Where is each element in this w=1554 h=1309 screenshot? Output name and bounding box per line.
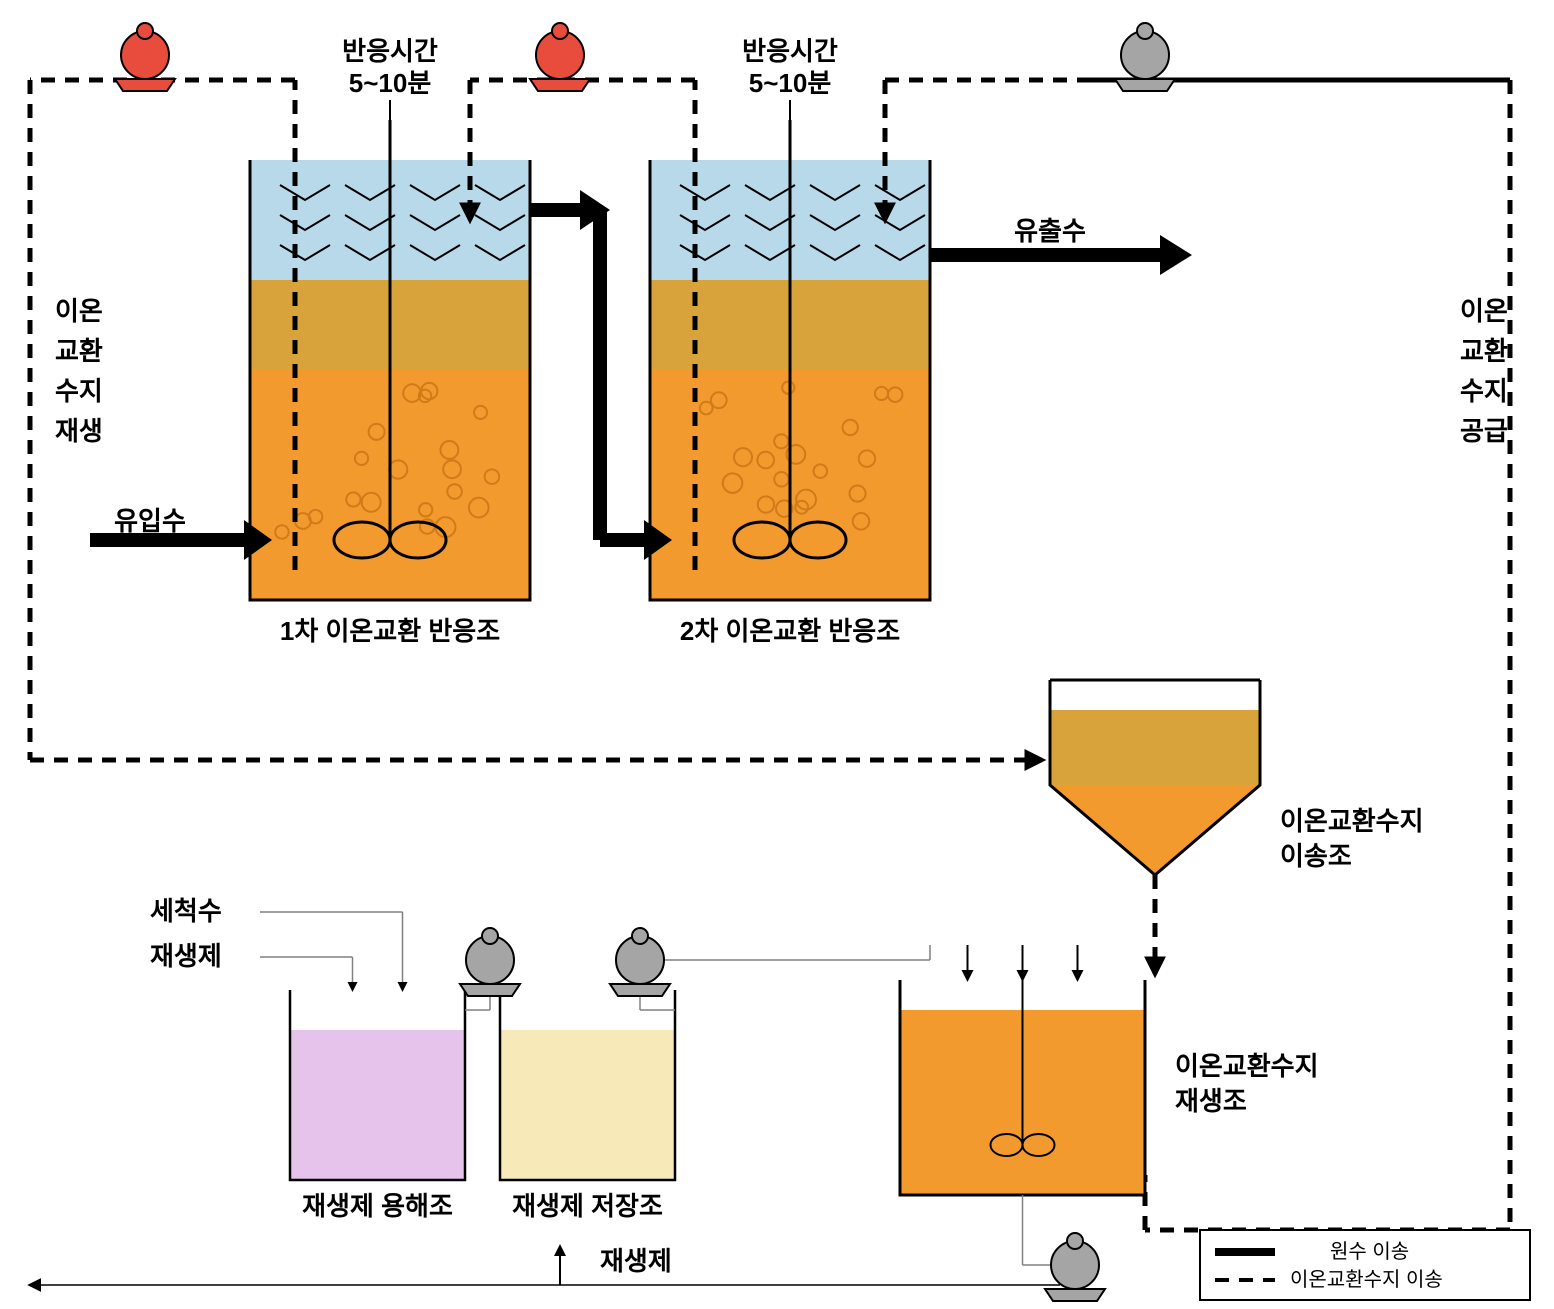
svg-text:재생제: 재생제: [150, 941, 222, 971]
pump-5-icon: [610, 928, 670, 996]
svg-text:이온교환수지: 이온교환수지: [1175, 1051, 1319, 1081]
resin-regeneration-tank: [900, 945, 1145, 1195]
svg-text:교환: 교환: [1460, 336, 1508, 366]
svg-text:이온교환수지 이송: 이온교환수지 이송: [1290, 1268, 1443, 1291]
svg-text:세척수: 세척수: [150, 896, 222, 926]
svg-text:공급: 공급: [1460, 416, 1508, 446]
legend: 원수 이송이온교환수지 이송: [1200, 1230, 1530, 1300]
svg-text:5~10분: 5~10분: [749, 68, 832, 98]
pump-2-icon: [530, 23, 590, 91]
pump-1-icon: [115, 23, 175, 91]
svg-text:재생제: 재생제: [600, 1246, 672, 1276]
svg-text:이온: 이온: [55, 296, 103, 326]
resin-transfer-hopper: [1050, 680, 1260, 875]
svg-text:수지: 수지: [55, 376, 103, 406]
pump-4-icon: [460, 928, 520, 996]
svg-text:유출수: 유출수: [1014, 216, 1086, 246]
svg-text:이송조: 이송조: [1280, 841, 1352, 871]
ion-exchange-process-diagram: 1차 이온교환 반응조2차 이온교환 반응조반응시간5~10분반응시간5~10분…: [0, 0, 1554, 1309]
svg-text:유입수: 유입수: [114, 506, 186, 536]
svg-text:이온교환수지: 이온교환수지: [1280, 806, 1424, 836]
svg-text:재생제 저장조: 재생제 저장조: [512, 1191, 663, 1221]
svg-text:수지: 수지: [1460, 376, 1508, 406]
svg-text:재생제 용해조: 재생제 용해조: [302, 1191, 453, 1221]
svg-text:원수 이송: 원수 이송: [1330, 1240, 1409, 1263]
svg-text:교환: 교환: [55, 336, 103, 366]
pump-3-icon: [1115, 23, 1175, 91]
pump-6-icon: [1045, 1233, 1105, 1301]
svg-text:2차 이온교환 반응조: 2차 이온교환 반응조: [680, 616, 900, 646]
svg-text:이온: 이온: [1460, 296, 1508, 326]
svg-text:재생: 재생: [55, 416, 103, 446]
regenerant-dissolution-tank: [290, 990, 465, 1180]
reactor-tank-1: [250, 120, 530, 600]
regenerant-storage-tank: [500, 990, 675, 1180]
reactor-tank-2: [650, 120, 930, 600]
svg-text:5~10분: 5~10분: [349, 68, 432, 98]
svg-text:반응시간: 반응시간: [742, 36, 838, 66]
svg-text:1차 이온교환 반응조: 1차 이온교환 반응조: [280, 616, 500, 646]
svg-text:재생조: 재생조: [1175, 1086, 1247, 1116]
svg-text:반응시간: 반응시간: [342, 36, 438, 66]
